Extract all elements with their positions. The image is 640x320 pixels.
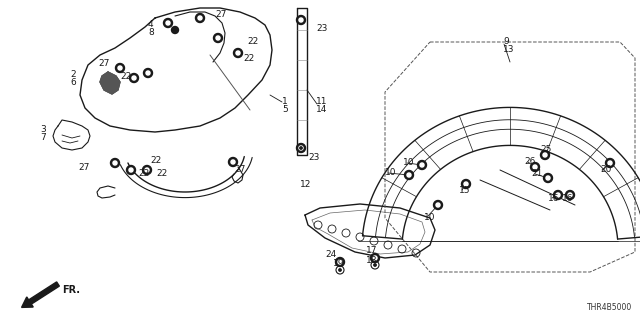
Circle shape <box>556 193 560 197</box>
Circle shape <box>118 66 122 70</box>
Text: 10: 10 <box>403 158 415 167</box>
Circle shape <box>115 63 125 73</box>
Text: 8: 8 <box>148 28 154 37</box>
Text: 3: 3 <box>40 125 45 134</box>
Circle shape <box>605 158 614 167</box>
Circle shape <box>338 260 342 264</box>
Circle shape <box>554 190 563 199</box>
Circle shape <box>214 34 223 43</box>
Text: 14: 14 <box>316 105 328 114</box>
Circle shape <box>541 150 550 159</box>
Circle shape <box>407 173 411 177</box>
Text: 2: 2 <box>70 70 76 79</box>
Circle shape <box>198 16 202 20</box>
Circle shape <box>111 158 120 167</box>
Circle shape <box>145 168 149 172</box>
Circle shape <box>566 190 575 199</box>
Text: 7: 7 <box>40 133 45 142</box>
Text: 18: 18 <box>366 256 378 265</box>
Circle shape <box>374 264 376 266</box>
Text: 10: 10 <box>424 213 435 222</box>
Text: 27: 27 <box>234 165 245 174</box>
Circle shape <box>234 49 243 58</box>
Text: 21: 21 <box>531 169 542 178</box>
Text: 13: 13 <box>503 45 515 54</box>
Text: 5: 5 <box>282 105 288 114</box>
Text: 4: 4 <box>148 20 154 29</box>
Text: 27: 27 <box>98 59 109 68</box>
Circle shape <box>231 160 235 164</box>
Circle shape <box>143 165 152 174</box>
Text: 27: 27 <box>215 10 227 19</box>
Circle shape <box>132 76 136 80</box>
Text: 26: 26 <box>524 157 536 166</box>
Text: 19: 19 <box>333 259 344 268</box>
Circle shape <box>296 143 305 153</box>
Circle shape <box>296 15 305 25</box>
Text: FR.: FR. <box>62 285 80 295</box>
Circle shape <box>172 27 179 34</box>
Circle shape <box>300 147 302 149</box>
Circle shape <box>404 171 413 180</box>
Circle shape <box>543 173 552 182</box>
Text: 10: 10 <box>385 168 397 177</box>
Circle shape <box>420 163 424 167</box>
Circle shape <box>533 165 537 169</box>
Circle shape <box>143 68 152 77</box>
Circle shape <box>568 193 572 197</box>
Text: 16: 16 <box>562 194 573 203</box>
Text: THR4B5000: THR4B5000 <box>587 303 632 312</box>
Circle shape <box>461 180 470 188</box>
Text: 22: 22 <box>247 37 259 46</box>
Circle shape <box>299 146 303 150</box>
Text: 27: 27 <box>78 163 90 172</box>
Circle shape <box>335 258 344 267</box>
Text: 22: 22 <box>138 169 149 178</box>
Text: 22: 22 <box>120 72 131 81</box>
Circle shape <box>129 168 133 172</box>
Circle shape <box>371 253 380 262</box>
Text: 25: 25 <box>540 145 552 154</box>
Text: 20: 20 <box>600 165 611 174</box>
Text: 22: 22 <box>150 156 161 165</box>
Text: 16: 16 <box>548 194 559 203</box>
Circle shape <box>216 36 220 40</box>
Text: 6: 6 <box>70 78 76 87</box>
Text: 12: 12 <box>300 180 312 189</box>
Circle shape <box>127 165 136 174</box>
Polygon shape <box>100 72 120 94</box>
Circle shape <box>464 182 468 186</box>
Circle shape <box>228 157 237 166</box>
Text: 1: 1 <box>282 97 288 106</box>
Circle shape <box>608 161 612 165</box>
Text: 15: 15 <box>459 186 470 195</box>
Circle shape <box>166 21 170 25</box>
Circle shape <box>339 269 341 271</box>
Circle shape <box>531 163 540 172</box>
FancyArrow shape <box>22 282 60 308</box>
Circle shape <box>163 19 173 28</box>
Circle shape <box>146 71 150 75</box>
Text: 23: 23 <box>316 24 328 33</box>
Circle shape <box>236 51 240 55</box>
Text: 11: 11 <box>316 97 328 106</box>
Circle shape <box>113 161 117 165</box>
Text: 17: 17 <box>366 246 378 255</box>
Circle shape <box>433 201 442 210</box>
Text: 9: 9 <box>503 37 509 46</box>
Text: 22: 22 <box>156 169 167 178</box>
Circle shape <box>417 161 426 170</box>
Circle shape <box>373 256 377 260</box>
Circle shape <box>299 18 303 22</box>
Text: 23: 23 <box>308 153 319 162</box>
Circle shape <box>546 176 550 180</box>
Circle shape <box>129 74 138 83</box>
Circle shape <box>195 13 205 22</box>
Circle shape <box>543 153 547 157</box>
Text: 22: 22 <box>243 54 254 63</box>
Circle shape <box>436 203 440 207</box>
Text: 24: 24 <box>325 250 336 259</box>
